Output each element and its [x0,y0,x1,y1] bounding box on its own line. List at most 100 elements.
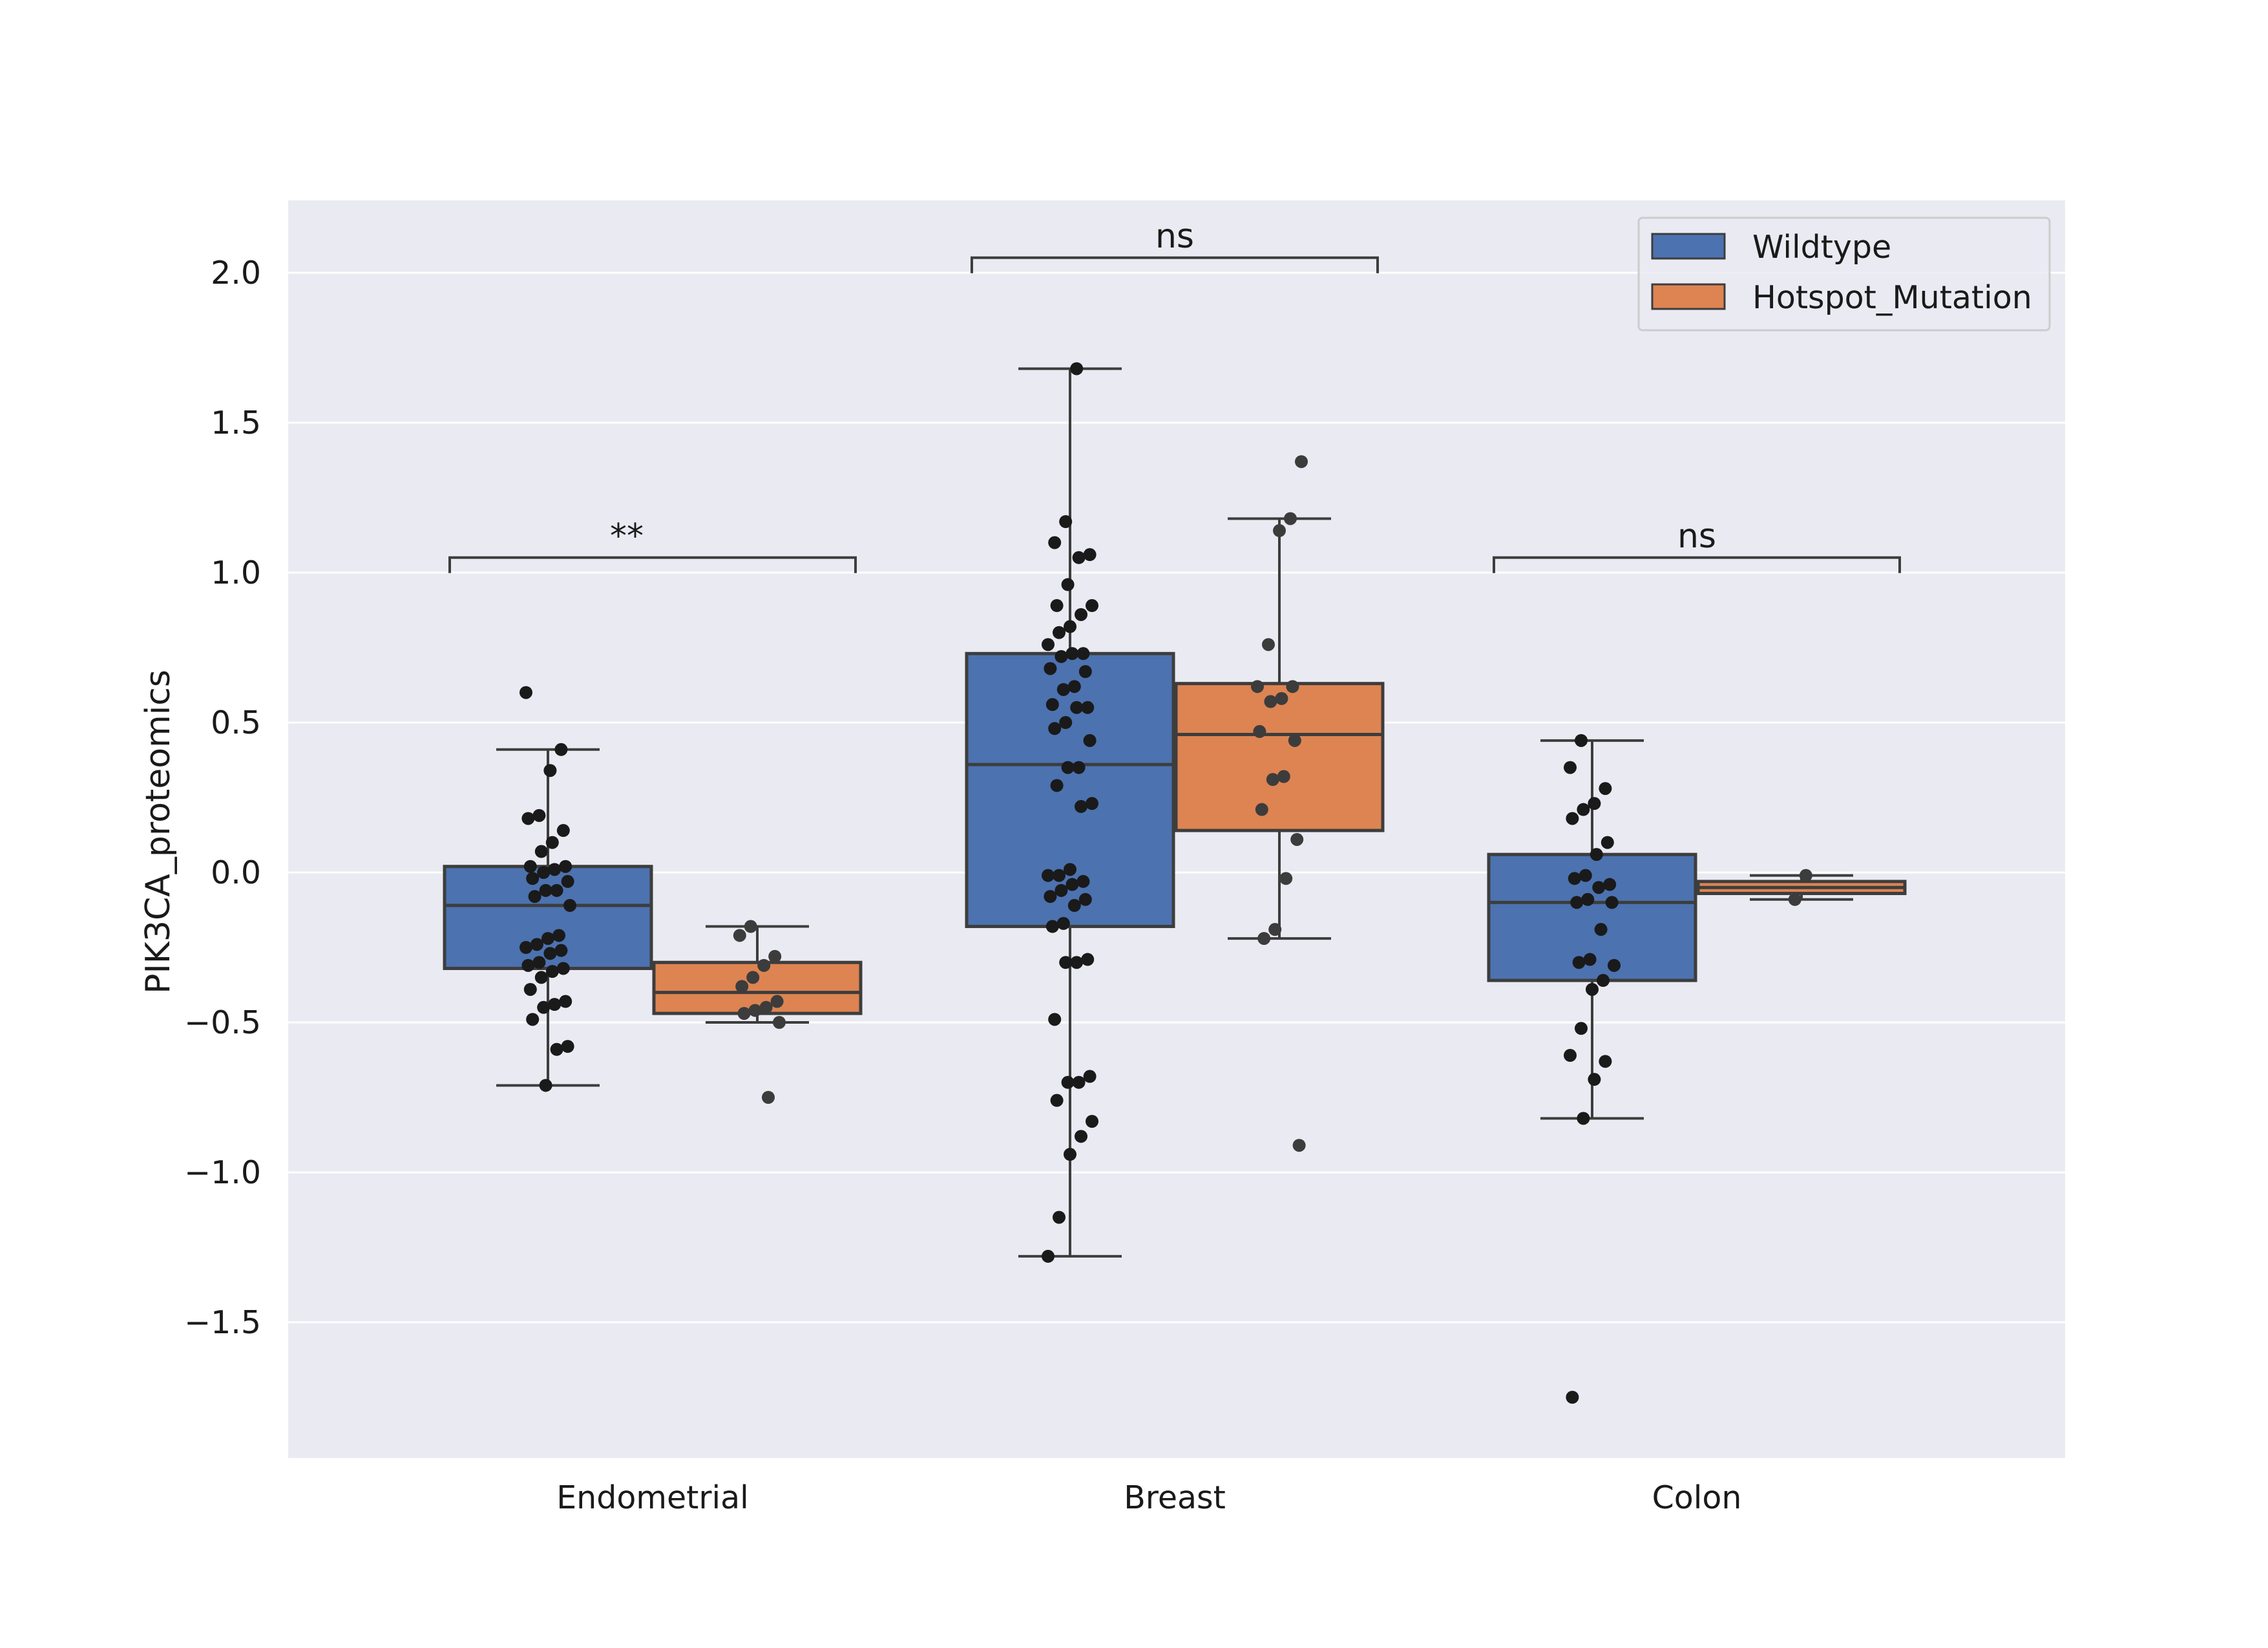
point-breast-wildtype [1075,607,1087,621]
point-endometrial-wildtype [534,971,548,984]
point-breast-hotspot-mutation [1257,932,1271,945]
point-endometrial-hotspot-mutation [746,971,760,984]
point-endometrial-wildtype [534,845,548,858]
y-tick-label: −0.5 [184,1004,261,1041]
point-breast-wildtype [1066,647,1079,660]
point-endometrial-wildtype [543,947,557,960]
point-endometrial-wildtype [550,1042,563,1056]
point-endometrial-wildtype [537,866,551,879]
point-colon-wildtype [1572,956,1586,969]
point-colon-wildtype [1564,1049,1577,1062]
point-colon-wildtype [1566,1391,1579,1404]
annotation-label: ns [1677,517,1716,556]
point-breast-wildtype [1066,878,1079,891]
annotation-2: ns [1493,517,1901,573]
point-endometrial-hotspot-mutation [737,1007,751,1020]
point-breast-hotspot-mutation [1284,512,1297,525]
significance-annotations: ** ns ns [448,217,1901,573]
legend-swatch-wildtype [1651,233,1726,260]
point-endometrial-wildtype [548,863,562,876]
point-breast-wildtype [1075,799,1087,813]
point-breast-wildtype [1083,1070,1097,1083]
point-endometrial-wildtype [552,929,565,942]
point-endometrial-hotspot-mutation [759,1000,773,1014]
point-endometrial-wildtype [543,764,557,777]
point-breast-wildtype [1042,869,1055,882]
point-colon-hotspot-mutation [1788,893,1801,906]
point-breast-hotspot-mutation [1262,638,1275,651]
point-endometrial-wildtype [550,883,563,897]
point-endometrial-hotspot-mutation [768,949,782,963]
point-breast-hotspot-mutation [1277,770,1290,783]
legend-label-wildtype: Wildtype [1752,229,1891,266]
annotation-1: ns [971,217,1379,273]
point-breast-wildtype [1064,620,1076,633]
point-breast-wildtype [1050,779,1064,792]
point-endometrial-wildtype [563,899,576,913]
point-endometrial-wildtype [532,956,546,969]
point-colon-wildtype [1566,812,1579,825]
point-endometrial-wildtype [537,1000,551,1014]
point-breast-hotspot-mutation [1292,1139,1306,1152]
annotation-label: ns [1155,217,1194,256]
point-colon-wildtype [1588,1073,1601,1086]
point-breast-hotspot-mutation [1264,695,1277,708]
point-colon-hotspot-mutation [1799,869,1812,882]
point-colon-wildtype [1577,803,1590,816]
point-endometrial-hotspot-mutation [770,995,784,1008]
point-breast-wildtype [1050,1093,1064,1107]
point-colon-wildtype [1579,869,1592,882]
point-endometrial-wildtype [545,965,559,978]
y-tick-label: 2.0 [211,255,261,291]
iqr-box-breast-hotspot-mutation [1174,682,1385,832]
point-breast-wildtype [1067,899,1081,913]
x-tick-label-breast: Breast [1124,1479,1226,1516]
point-endometrial-wildtype [520,686,532,699]
point-endometrial-hotspot-mutation [757,958,771,972]
annotation-bracket [971,256,1379,273]
point-breast-wildtype [1044,890,1057,903]
point-breast-wildtype [1053,626,1066,639]
point-colon-wildtype [1592,881,1606,894]
point-colon-wildtype [1599,1055,1612,1068]
point-endometrial-wildtype [559,995,572,1008]
point-colon-wildtype [1605,896,1619,909]
point-breast-wildtype [1055,883,1068,897]
annotation-0: ** [448,517,857,573]
point-colon-wildtype [1583,953,1597,966]
point-colon-wildtype [1577,1112,1590,1125]
point-endometrial-wildtype [545,836,559,849]
legend-swatch-hotspot-mutation [1651,283,1726,310]
point-breast-wildtype [1075,1130,1087,1143]
y-tick-label: 0.5 [211,704,261,741]
point-breast-wildtype [1083,548,1097,562]
point-colon-wildtype [1568,872,1581,885]
point-colon-wildtype [1575,734,1588,747]
point-breast-hotspot-mutation [1266,773,1279,787]
point-breast-hotspot-mutation [1253,724,1266,738]
point-breast-wildtype [1059,956,1073,969]
y-tick-label: 0.0 [211,854,261,891]
point-breast-wildtype [1050,599,1064,613]
point-colon-wildtype [1590,848,1603,861]
point-endometrial-wildtype [528,890,541,903]
point-breast-hotspot-mutation [1268,923,1282,936]
point-endometrial-wildtype [530,938,543,951]
point-endometrial-wildtype [532,808,546,822]
point-breast-wildtype [1045,698,1059,712]
point-colon-wildtype [1581,893,1595,906]
point-endometrial-wildtype [521,958,535,972]
x-tick-label-colon: Colon [1652,1479,1742,1516]
point-breast-wildtype [1061,761,1075,774]
point-breast-wildtype [1056,916,1070,930]
point-endometrial-wildtype [520,941,532,954]
point-breast-hotspot-mutation [1286,680,1299,693]
point-colon-wildtype [1588,797,1601,810]
annotation-bracket [1493,556,1901,573]
point-breast-hotspot-mutation [1275,692,1288,705]
point-colon-wildtype [1599,782,1612,796]
point-breast-hotspot-mutation [1273,524,1286,538]
point-breast-hotspot-mutation [1279,872,1293,885]
y-tick-label: 1.5 [211,405,261,441]
